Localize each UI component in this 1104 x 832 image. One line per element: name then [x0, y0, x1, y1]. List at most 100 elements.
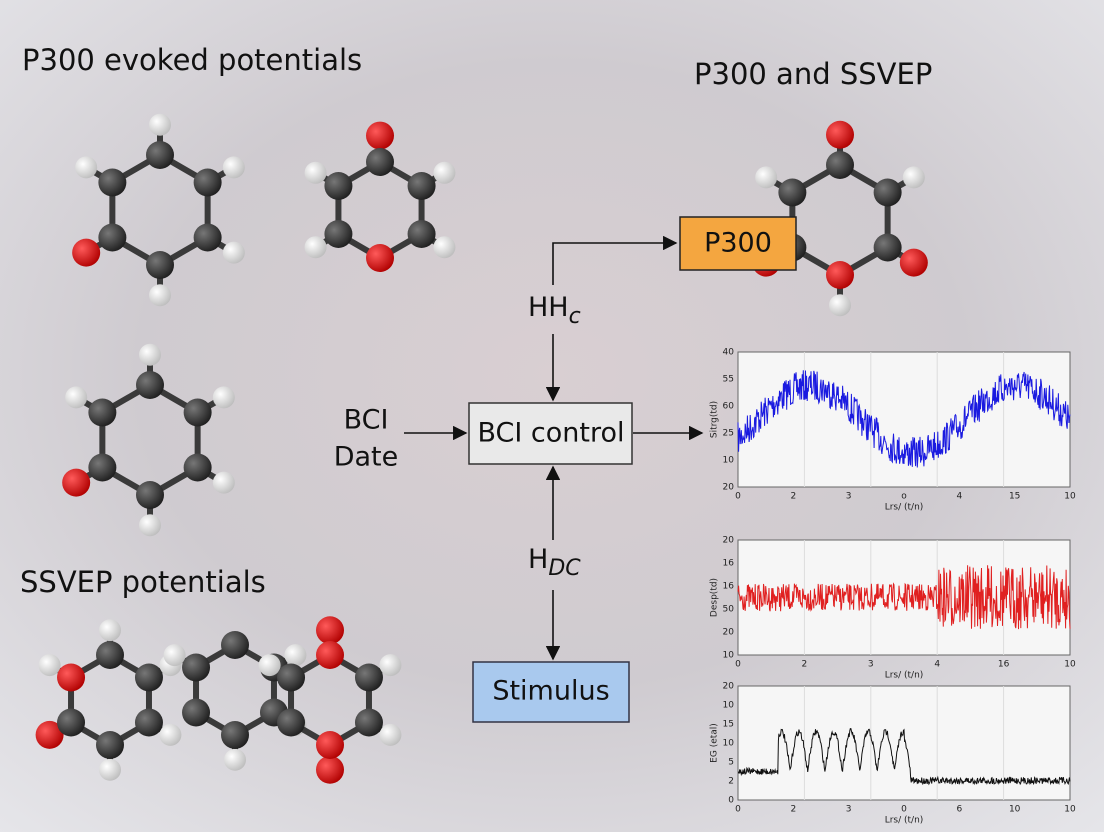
atom — [149, 284, 171, 307]
atom — [873, 178, 902, 207]
x-tick-label: 0 — [735, 660, 741, 670]
x-axis-label: Lrs/ (t/n) — [885, 503, 924, 513]
atom — [62, 468, 91, 497]
x-tick-label: 2 — [802, 660, 808, 670]
x-tick-label: 6 — [956, 805, 962, 815]
node-label: Stimulus — [492, 676, 609, 707]
edge-label: HHc — [528, 292, 581, 330]
atom — [407, 172, 436, 200]
atom — [324, 220, 353, 248]
atom — [75, 156, 98, 179]
atom — [778, 178, 807, 207]
x-tick-label: 2 — [790, 492, 796, 502]
atom — [98, 168, 127, 197]
atom — [222, 156, 245, 179]
x-tick-label: 10 — [1064, 492, 1076, 502]
y-tick-label: 10 — [723, 651, 735, 661]
y-axis-label: EG (etal) — [710, 723, 720, 763]
x-tick-label: 15 — [1009, 492, 1020, 502]
atom — [38, 654, 61, 677]
x-tick-label: o — [901, 492, 907, 502]
atom — [304, 161, 327, 184]
atom — [35, 720, 64, 749]
atom — [826, 151, 854, 179]
atom — [96, 641, 124, 669]
atom — [193, 168, 222, 197]
atom — [354, 663, 383, 692]
atom — [96, 731, 124, 759]
plot-frame — [737, 351, 1071, 488]
y-tick-label: 15 — [723, 720, 734, 730]
x-tick-label: 3 — [868, 660, 874, 670]
atom — [136, 481, 164, 509]
atom — [222, 241, 245, 264]
x-tick-label: 0 — [735, 805, 741, 815]
atom — [88, 453, 117, 482]
signal-trace — [737, 728, 1071, 786]
y-tick-label: 0 — [728, 796, 734, 806]
atom — [379, 723, 402, 746]
atom — [159, 723, 182, 746]
atom — [57, 708, 86, 737]
atom — [193, 223, 222, 252]
atom — [826, 120, 854, 149]
signal-trace — [737, 565, 1071, 630]
atom — [324, 172, 353, 200]
atom — [163, 644, 186, 667]
atom — [182, 653, 211, 682]
node-box — [468, 402, 633, 465]
atom — [354, 708, 383, 737]
atom — [826, 261, 854, 289]
atom — [88, 398, 117, 427]
x-tick-label: 10 — [1064, 660, 1076, 670]
atom — [72, 238, 101, 267]
atom — [182, 698, 211, 727]
heading: P300 evoked potentials — [22, 43, 362, 77]
x-tick-label: 4 — [934, 660, 940, 670]
atom — [366, 244, 394, 272]
atom — [316, 641, 344, 669]
y-axis-label: Sitrg(td) — [710, 401, 720, 438]
atom — [366, 148, 394, 176]
x-tick-label: 10 — [1064, 805, 1076, 815]
y-axis-label: Desp(td) — [710, 578, 720, 617]
x-tick-label: 2 — [790, 805, 796, 815]
atom — [57, 663, 86, 692]
atom — [139, 343, 161, 366]
atom — [146, 141, 174, 169]
x-axis-label: Lrs/ (t/n) — [885, 816, 924, 826]
x-tick-label: 3 — [846, 805, 852, 815]
heading: SSVEP potentials — [20, 565, 266, 599]
y-tick-label: 20 — [723, 682, 735, 692]
x-axis-label: Lrs/ (t/n) — [885, 671, 924, 681]
edge-label-text: HH — [528, 292, 569, 323]
atom — [755, 166, 778, 189]
node-box — [472, 661, 630, 723]
y-tick-label: 60 — [723, 402, 735, 412]
y-tick-label: 55 — [723, 375, 734, 385]
atom — [224, 748, 246, 771]
atom — [433, 161, 456, 184]
y-tick-label: 16 — [723, 582, 735, 592]
arrows — [404, 235, 704, 661]
arrow — [552, 235, 678, 285]
edge-label-text: H — [528, 544, 548, 575]
edge-label-sub: c — [569, 304, 581, 329]
y-tick-label: 5 — [728, 758, 734, 768]
edge-label-sub: DC — [548, 556, 581, 581]
atom — [139, 514, 161, 537]
atom — [258, 654, 281, 677]
atom — [873, 233, 902, 262]
node-box — [679, 216, 797, 271]
atom — [284, 644, 307, 667]
y-tick-label: 10 — [723, 739, 735, 749]
y-tick-label: 25 — [723, 429, 734, 439]
node-label: P300 — [704, 228, 772, 259]
heading: P300 and SSVEP — [694, 57, 932, 91]
atom — [902, 166, 925, 189]
atom — [221, 631, 249, 659]
molecules — [35, 113, 928, 784]
y-tick-label: 40 — [723, 348, 735, 358]
